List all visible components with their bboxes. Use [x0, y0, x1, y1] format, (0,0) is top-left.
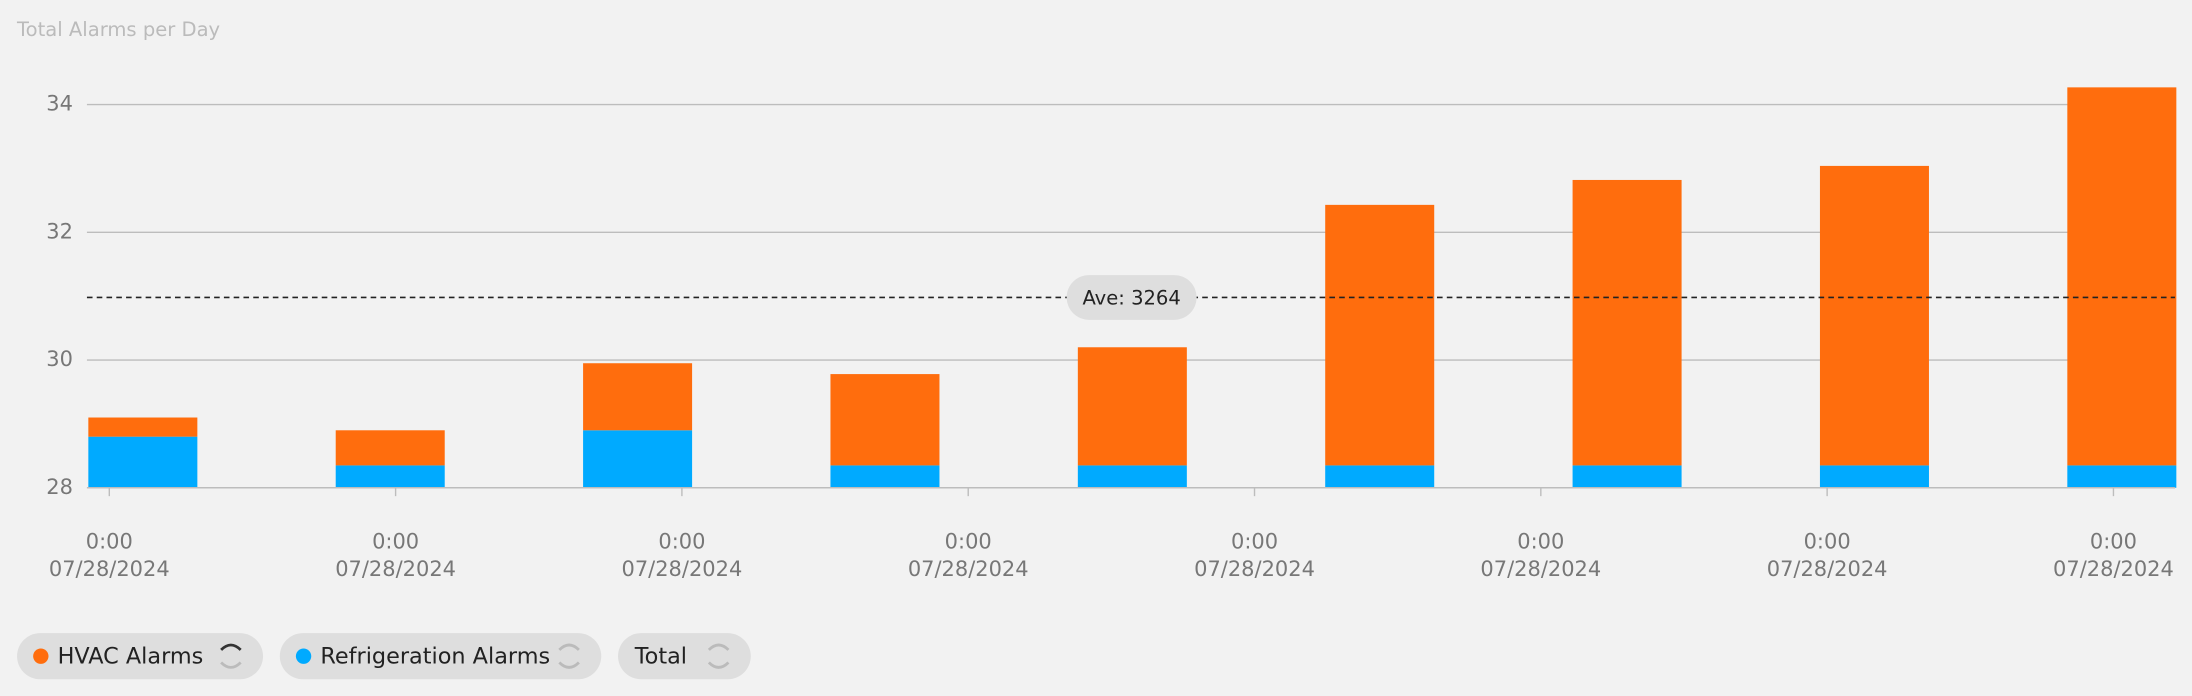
y-tick-label: 32 — [46, 219, 73, 243]
bar-segment — [830, 374, 940, 466]
legend-pill — [17, 633, 264, 680]
bar-segment — [1077, 465, 1187, 488]
bar-segment — [1572, 179, 1682, 466]
legend-label: HVAC Alarms — [58, 643, 204, 669]
x-tick-label: 07/28/2024 — [1767, 557, 1888, 581]
x-tick-label: 07/28/2024 — [1194, 557, 1315, 581]
sort-icon-up — [558, 643, 580, 651]
bar-segment — [1325, 465, 1435, 488]
chart-title: Total Alarms per Day — [16, 18, 220, 41]
bar-segment — [88, 436, 198, 488]
bar-segment — [1819, 165, 1929, 466]
y-tick-label: 28 — [46, 475, 73, 499]
average-label-bg — [1066, 275, 1197, 320]
bar-segment — [583, 430, 693, 488]
legend-pill — [279, 633, 602, 680]
sort-icon-up — [220, 643, 242, 651]
average-label: Ave: 3264 — [1082, 286, 1180, 309]
legend-item[interactable]: Total — [618, 633, 751, 680]
legend-swatch — [33, 648, 49, 664]
sort-icon-up — [707, 643, 730, 651]
legend-label: Total — [634, 643, 687, 669]
x-tick-label: 0:00 — [2090, 529, 2137, 553]
legend-item[interactable]: Refrigeration Alarms — [279, 633, 602, 680]
bar-segment — [1325, 204, 1435, 466]
x-tick-label: 07/28/2024 — [622, 557, 743, 581]
bar-segment — [1819, 465, 1929, 488]
bar-segment — [583, 363, 693, 431]
x-tick-label: 0:00 — [658, 529, 705, 553]
sort-icon-down — [558, 661, 580, 669]
bar-segment — [830, 465, 940, 488]
bar-segment — [1077, 347, 1187, 466]
x-tick-label: 0:00 — [1804, 529, 1851, 553]
x-tick-label: 07/28/2024 — [335, 557, 456, 581]
legend-swatch — [295, 648, 312, 664]
y-tick-label: 34 — [46, 92, 73, 116]
x-tick-label: 0:00 — [372, 529, 419, 553]
bar-segment — [88, 417, 198, 437]
bar-segment — [335, 465, 445, 488]
x-tick-label: 07/28/2024 — [2053, 557, 2174, 581]
legend-item[interactable]: HVAC Alarms — [17, 633, 264, 680]
legend-label: Refrigeration Alarms — [320, 643, 550, 669]
x-tick-label: 0:00 — [1231, 529, 1278, 553]
bar-segment — [1572, 465, 1682, 488]
sort-icon-down — [707, 661, 730, 669]
x-tick-label: 07/28/2024 — [49, 557, 170, 581]
bar-segment — [335, 430, 445, 466]
x-tick-label: 0:00 — [86, 529, 133, 553]
x-tick-label: 0:00 — [945, 529, 992, 553]
y-tick-label: 30 — [46, 347, 73, 371]
bar-segment — [2067, 465, 2177, 488]
x-tick-label: 0:00 — [1517, 529, 1564, 553]
x-tick-label: 07/28/2024 — [908, 557, 1029, 581]
x-tick-label: 07/28/2024 — [1480, 557, 1601, 581]
sort-icon-down — [220, 661, 242, 669]
bar-segment — [2067, 87, 2177, 466]
